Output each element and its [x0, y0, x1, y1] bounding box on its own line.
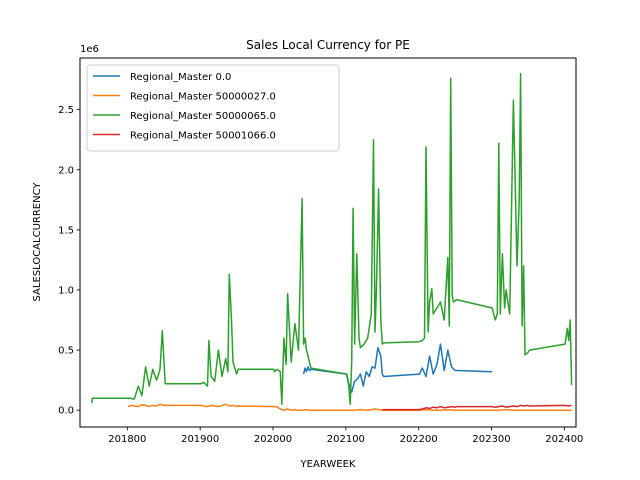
x-tick-label: 201900 [181, 434, 219, 445]
x-axis: 201800 201900 202000 202100 202200 202300 2024… [108, 427, 583, 445]
y-tick-label: 1.0 [58, 285, 74, 296]
chart-title: Sales Local Currency for PE [246, 38, 410, 52]
x-tick-label: 202400 [545, 434, 583, 445]
y-tick-label: 2.5 [58, 105, 74, 116]
x-tick-label: 202300 [472, 434, 510, 445]
x-axis-label: YEARWEEK [300, 459, 356, 470]
legend-entry-0: Regional_Master 0.0 [130, 72, 231, 83]
y-tick-label: 2.0 [58, 165, 74, 176]
y-tick-label: 0.5 [58, 346, 74, 357]
plot-area [90, 72, 573, 411]
y-axis-label: SALESLOCALCURRENCY [32, 182, 43, 302]
series-line-3 [382, 404, 572, 411]
plot-frame [79, 57, 577, 428]
x-tick-label: 201800 [108, 434, 146, 445]
x-tick-label: 202000 [254, 434, 292, 445]
y-axis: 0.0 0.5 1.0 1.5 2.0 2.5 [58, 105, 80, 417]
legend: Regional_Master 0.0 Regional_Master 50000… [86, 64, 340, 152]
x-tick-label: 202100 [327, 434, 365, 445]
series-line-2 [90, 72, 573, 405]
legend-entry-2: Regional_Master 50000065.0 [130, 111, 276, 122]
y-offset-label: 1e6 [80, 44, 99, 55]
y-tick-label: 0.0 [58, 406, 74, 417]
series-line-1 [127, 403, 572, 411]
legend-entry-1: Regional_Master 50000027.0 [130, 91, 276, 102]
x-tick-label: 202200 [400, 434, 438, 445]
legend-entry-3: Regional_Master 50001066.0 [130, 130, 276, 141]
y-tick-label: 1.5 [58, 225, 74, 236]
legend-box [86, 64, 340, 152]
